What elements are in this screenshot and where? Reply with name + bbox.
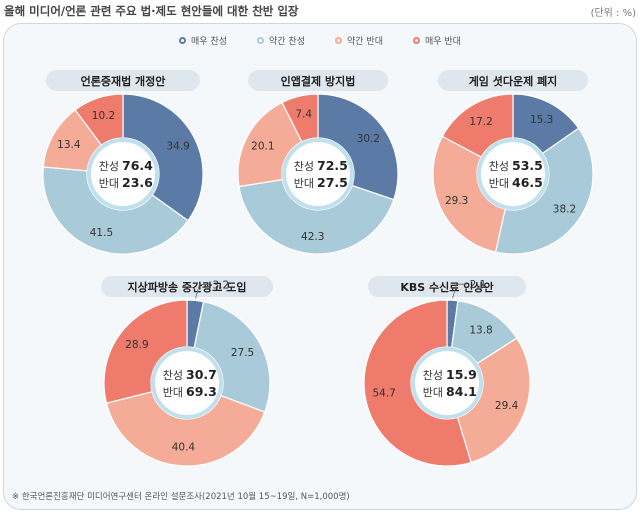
data-label: 3.2 bbox=[213, 279, 230, 291]
summary-label: 반대 bbox=[163, 386, 183, 399]
summary-value: 53.5 bbox=[512, 158, 543, 173]
summary-label: 반대 bbox=[294, 177, 314, 190]
legend-item: 약간 찬성 bbox=[257, 33, 305, 47]
legend-label: 약간 반대 bbox=[347, 36, 383, 47]
data-label: 20.1 bbox=[251, 141, 274, 153]
page-title: 올해 미디어/언론 관련 주요 법·제도 현안들에 대한 찬반 입장 bbox=[4, 4, 299, 18]
summary-label: 찬성 bbox=[163, 368, 183, 382]
summary-value: 46.5 bbox=[512, 175, 543, 190]
footnote: ※ 한국언론진흥재단 미디어연구센터 온라인 설문조사(2021년 10월 15… bbox=[12, 492, 350, 502]
data-label: 13.4 bbox=[57, 139, 81, 151]
data-label: 13.8 bbox=[469, 324, 492, 336]
title-bar: 올해 미디어/언론 관련 주요 법·제도 현안들에 대한 찬반 입장 (단위 :… bbox=[0, 0, 640, 22]
chart-title: 언론중재법 개정안 bbox=[46, 70, 200, 91]
summary-value: 15.9 bbox=[446, 367, 477, 382]
data-label: 2.1 bbox=[470, 279, 487, 291]
unit-label: (단위 : %) bbox=[590, 7, 636, 19]
summary-value: 30.7 bbox=[186, 367, 217, 382]
summary-value: 72.5 bbox=[317, 158, 348, 173]
donut-chart: 3.2 27.5 40.4 28.9 찬성 30.7반대 69.3 bbox=[103, 279, 271, 467]
legend-swatch bbox=[257, 36, 265, 44]
data-label: 29.4 bbox=[495, 400, 519, 412]
data-label: 30.2 bbox=[357, 133, 380, 145]
data-label: 42.3 bbox=[301, 231, 324, 243]
donut-chart: 34.9 41.5 13.4 10.2 찬성 76.4반대 23.6 bbox=[42, 93, 204, 255]
chart-title: 지상파방송 중간광고 도입 bbox=[101, 276, 273, 297]
data-label: 54.7 bbox=[372, 387, 395, 399]
summary-label: 반대 bbox=[489, 177, 509, 190]
data-label: 7.4 bbox=[295, 109, 312, 121]
donut-chart: 15.3 38.2 29.3 17.2 찬성 53.5반대 46.5 bbox=[432, 93, 594, 255]
data-label: 29.3 bbox=[445, 195, 468, 207]
legend-item: 매우 반대 bbox=[412, 33, 461, 47]
data-label: 38.2 bbox=[553, 204, 576, 216]
donut-chart: 2.1 13.8 29.4 54.7 찬성 15.9반대 84.1 bbox=[363, 279, 531, 467]
data-label: 34.9 bbox=[166, 141, 189, 153]
summary-label: 찬성 bbox=[423, 368, 443, 382]
leader-line bbox=[195, 284, 210, 299]
legend: 매우 찬성 약간 찬성 약간 반대 매우 반대 bbox=[0, 33, 640, 47]
summary-label: 반대 bbox=[423, 386, 443, 399]
center-disc bbox=[155, 351, 219, 415]
summary-value: 69.3 bbox=[186, 384, 217, 399]
center-disc bbox=[286, 142, 350, 206]
legend-swatch bbox=[412, 36, 420, 44]
summary-value: 27.5 bbox=[317, 175, 348, 190]
data-label: 27.5 bbox=[231, 347, 254, 359]
donut-chart: 30.2 42.3 20.1 7.4 찬성 72.5반대 27.5 bbox=[237, 93, 399, 255]
legend-label: 약간 찬성 bbox=[269, 36, 305, 47]
summary-label: 반대 bbox=[99, 177, 119, 190]
data-label: 17.2 bbox=[469, 116, 492, 128]
summary-label: 찬성 bbox=[489, 159, 509, 173]
summary-value: 23.6 bbox=[122, 175, 153, 190]
chart-title: 인앱결제 방지법 bbox=[248, 70, 388, 91]
summary-value: 84.1 bbox=[446, 384, 477, 399]
data-label: 41.5 bbox=[90, 227, 113, 239]
summary-value: 76.4 bbox=[122, 158, 153, 173]
center-disc bbox=[91, 142, 155, 206]
legend-item: 매우 찬성 bbox=[179, 33, 227, 47]
data-label: 15.3 bbox=[530, 114, 553, 126]
data-label: 40.4 bbox=[172, 441, 196, 453]
center-disc bbox=[481, 142, 545, 206]
legend-label: 매우 찬성 bbox=[191, 36, 228, 47]
chart-title: 게임 셧다운제 폐지 bbox=[438, 70, 588, 91]
center-disc bbox=[415, 351, 479, 415]
data-label: 10.2 bbox=[92, 110, 115, 122]
summary-label: 찬성 bbox=[294, 159, 314, 173]
chart-title: KBS 수신료 인상안 bbox=[368, 276, 526, 297]
legend-item: 약간 반대 bbox=[335, 33, 383, 47]
donut-slice bbox=[74, 93, 124, 146]
legend-swatch bbox=[179, 36, 187, 44]
legend-swatch bbox=[335, 36, 342, 44]
data-label: 28.9 bbox=[125, 339, 148, 351]
summary-label: 찬성 bbox=[99, 159, 119, 173]
leader-line bbox=[452, 283, 467, 299]
legend-label: 매우 반대 bbox=[424, 36, 461, 47]
